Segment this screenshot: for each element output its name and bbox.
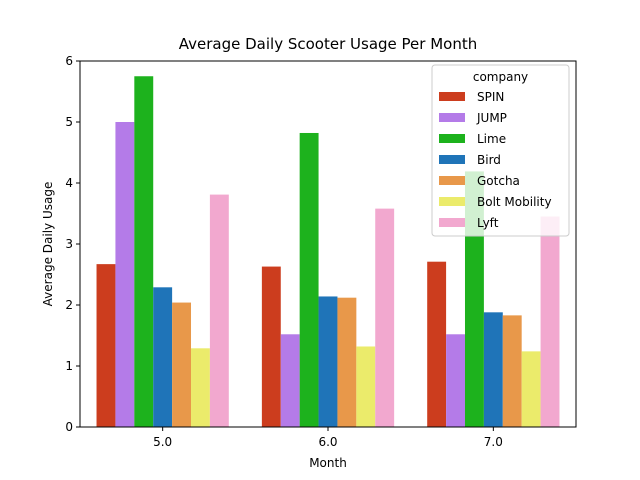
legend-swatch xyxy=(439,155,465,164)
y-tick-label: 5 xyxy=(65,115,73,129)
x-tick-label: 7.0 xyxy=(484,435,503,449)
legend-box xyxy=(431,64,570,237)
bar-spin-6-0 xyxy=(261,266,281,427)
y-tick-label: 4 xyxy=(65,176,73,190)
y-tick-label: 3 xyxy=(65,237,73,251)
legend-label: JUMP xyxy=(476,111,507,125)
bar-bird-5-0 xyxy=(153,287,173,427)
bar-lyft-7-0 xyxy=(540,216,560,427)
bar-bird-6-0 xyxy=(318,296,338,427)
bar-jump-6-0 xyxy=(280,334,300,427)
bar-bolt-mobility-6-0 xyxy=(356,346,376,427)
y-tick-label: 2 xyxy=(65,298,73,312)
x-axis-label: Month xyxy=(309,456,347,470)
legend-label: Lyft xyxy=(477,216,499,230)
bar-gotcha-5-0 xyxy=(172,302,192,427)
bar-spin-5-0 xyxy=(96,264,116,427)
legend: company SPIN JUMP Lime Bird Gotcha Bolt Mobili… xyxy=(431,64,570,237)
bar-lyft-6-0 xyxy=(375,208,395,427)
bar-gotcha-7-0 xyxy=(502,315,522,427)
x-tick-label: 6.0 xyxy=(318,435,337,449)
bar-gotcha-6-0 xyxy=(337,297,357,427)
legend-swatch xyxy=(439,218,465,227)
bar-lime-6-0 xyxy=(299,132,319,428)
y-tick-label: 0 xyxy=(65,420,73,434)
bar-lyft-5-0 xyxy=(209,194,229,427)
x-tick-label: 5.0 xyxy=(153,435,172,449)
legend-swatch xyxy=(439,176,465,185)
legend-label: Bolt Mobility xyxy=(477,195,552,209)
axes-layer: 0 1 2 3 4 5 6 5.0 6.0 7.0 xyxy=(65,54,577,449)
y-tick-label: 1 xyxy=(65,359,73,373)
bar-bolt-mobility-5-0 xyxy=(191,348,210,427)
bar-spin-7-0 xyxy=(427,261,447,427)
y-tick-label: 6 xyxy=(65,54,73,68)
legend-swatch xyxy=(439,134,465,143)
bar-jump-5-0 xyxy=(115,122,135,427)
legend-swatch xyxy=(439,92,465,101)
bar-lime-5-0 xyxy=(134,76,154,427)
bar-bird-7-0 xyxy=(483,312,503,427)
legend-swatch xyxy=(439,197,465,206)
legend-swatch xyxy=(439,113,465,122)
chart-title: Average Daily Scooter Usage Per Month xyxy=(179,35,477,53)
legend-label: Lime xyxy=(477,132,506,146)
legend-label: SPIN xyxy=(477,90,504,104)
bar-bolt-mobility-7-0 xyxy=(521,351,541,427)
legend-title: company xyxy=(473,70,528,84)
bar-jump-7-0 xyxy=(446,334,465,427)
legend-label: Bird xyxy=(477,153,501,167)
legend-label: Gotcha xyxy=(477,174,520,188)
y-axis-label: Average Daily Usage xyxy=(41,182,55,307)
